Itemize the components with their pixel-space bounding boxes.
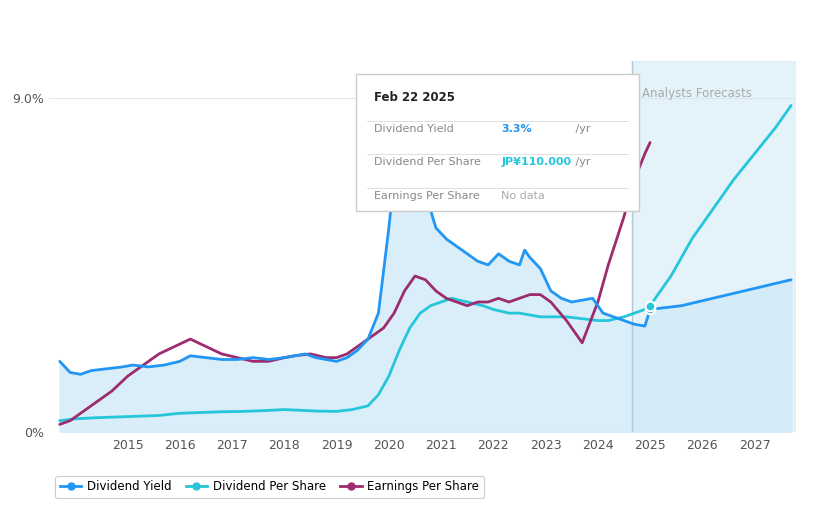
Text: No data: No data bbox=[502, 191, 545, 201]
Bar bbox=[632, 61, 796, 432]
Text: 3.3%: 3.3% bbox=[502, 124, 532, 134]
Text: Feb 22 2025: Feb 22 2025 bbox=[374, 90, 456, 104]
Text: JP¥110.000: JP¥110.000 bbox=[502, 157, 571, 167]
Text: /yr: /yr bbox=[572, 124, 591, 134]
Legend: Dividend Yield, Dividend Per Share, Earnings Per Share: Dividend Yield, Dividend Per Share, Earn… bbox=[55, 476, 484, 498]
Text: Past: Past bbox=[606, 87, 631, 100]
FancyBboxPatch shape bbox=[355, 74, 640, 211]
Text: /yr: /yr bbox=[572, 157, 591, 167]
Text: Dividend Yield: Dividend Yield bbox=[374, 124, 454, 134]
Text: Analysts Forecasts: Analysts Forecasts bbox=[642, 87, 752, 100]
Text: Earnings Per Share: Earnings Per Share bbox=[374, 191, 480, 201]
Text: Dividend Per Share: Dividend Per Share bbox=[374, 157, 481, 167]
